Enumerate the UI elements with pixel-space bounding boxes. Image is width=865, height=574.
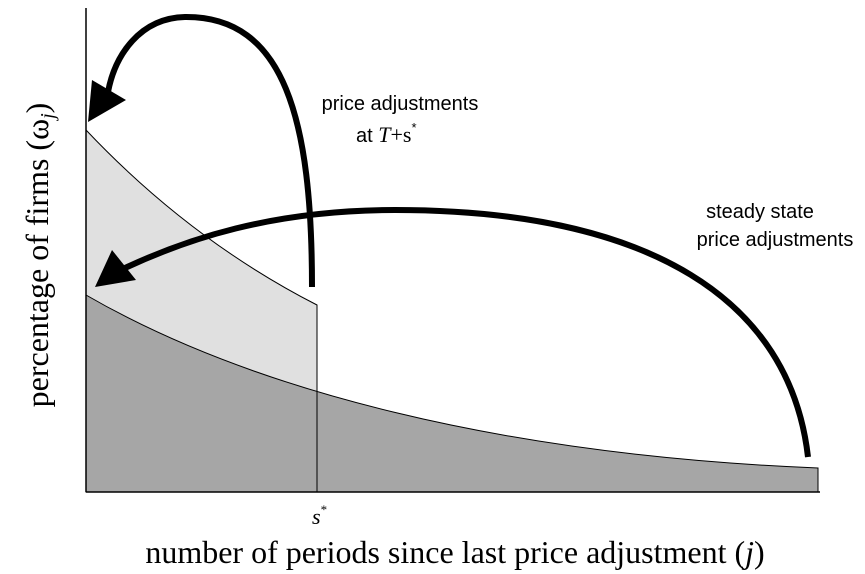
annotation: at T+s* — [356, 120, 417, 147]
arrowhead — [88, 80, 126, 122]
annotation: steady state — [706, 201, 814, 223]
y-axis-label: percentage of firms (ωj) — [19, 103, 59, 408]
x-marker-sup: * — [321, 502, 328, 517]
y-axis-label-sub: j — [37, 113, 59, 122]
annotation-sup: * — [411, 120, 416, 135]
x-axis-label-close: ) — [754, 534, 765, 570]
x-axis-label-text: number of periods since last price adjus… — [145, 534, 745, 570]
y-axis-label-close: ) — [19, 103, 55, 114]
y-axis-label-text: percentage of firms (ω — [19, 119, 55, 407]
arrow — [123, 206, 811, 458]
x-axis-label-var: j — [741, 534, 754, 570]
annotation-text: at — [356, 125, 378, 147]
steady-state-distribution — [85, 294, 819, 493]
x-axis-label: number of periods since last price adjus… — [145, 534, 764, 570]
x-marker-base: s — [312, 504, 321, 529]
annotation-var: T — [378, 122, 392, 147]
annotation: price adjustments — [697, 229, 854, 251]
annotation-text: +s — [391, 122, 412, 147]
annotation: price adjustments — [322, 93, 479, 115]
arrow — [105, 13, 315, 288]
arrowhead — [95, 250, 136, 287]
x-marker-label: s* — [312, 502, 327, 529]
